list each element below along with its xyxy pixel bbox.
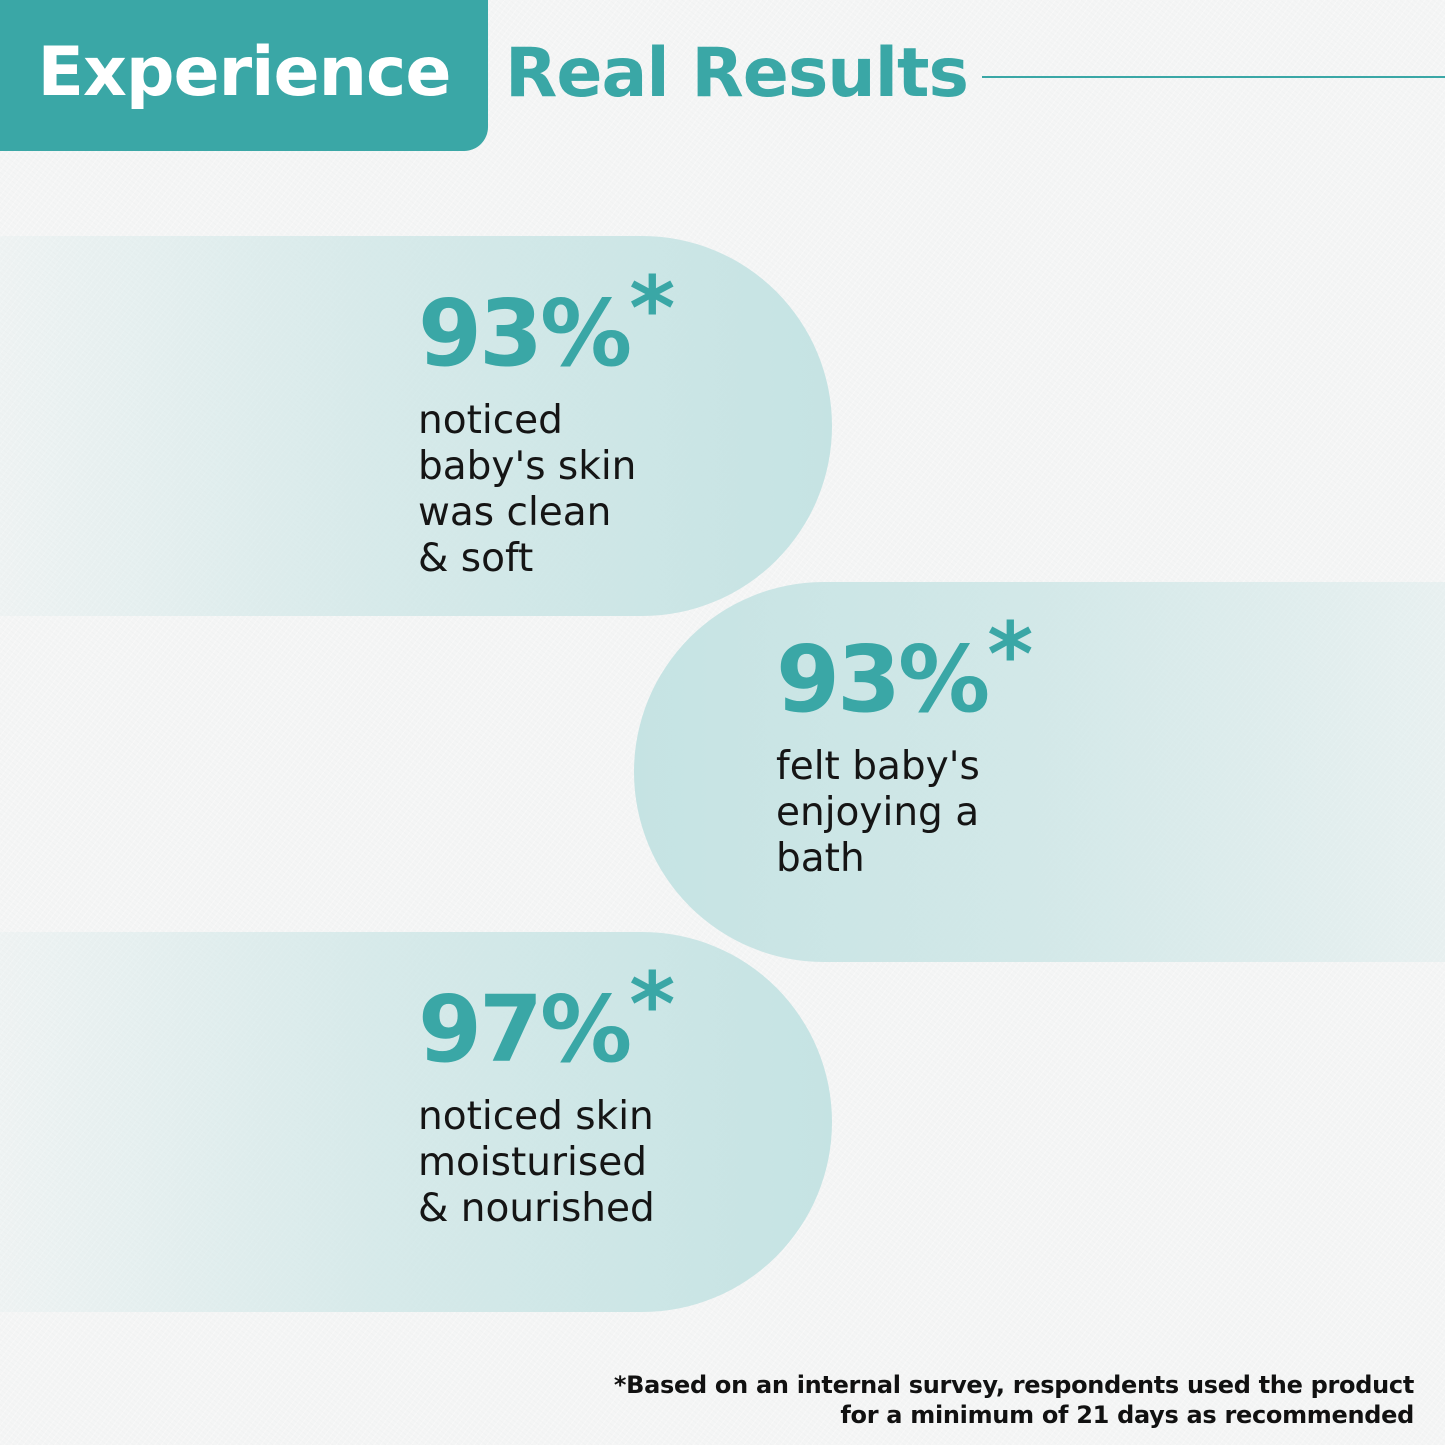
stat-pill-2: [634, 582, 1445, 962]
asterisk-marker: *: [987, 603, 1034, 706]
survey-footnote: *Based on an internal survey, respondent…: [614, 1370, 1414, 1430]
footnote-line-1: *Based on an internal survey, respondent…: [613, 1371, 1414, 1399]
stat-percentage: 93%: [418, 280, 632, 387]
page-title: Real Results: [505, 34, 969, 113]
stat-pill-1: [0, 236, 832, 616]
header-tab-label: Experience: [37, 32, 452, 112]
stat-description: noticed baby's skin was clean & soft: [418, 398, 637, 581]
stat-percentage: 93%: [776, 626, 990, 733]
header-divider: [982, 76, 1445, 78]
header-tab: Experience: [0, 0, 488, 151]
stat-percentage: 97%: [418, 976, 632, 1083]
stat-value: 93%*: [776, 611, 1033, 726]
stat-value: 93%*: [418, 265, 675, 380]
asterisk-marker: *: [629, 257, 676, 360]
stat-card-3: 97%* noticed skin moisturised & nourishe…: [418, 961, 675, 1232]
asterisk-marker: *: [629, 953, 676, 1056]
stat-card-1: 93%* noticed baby's skin was clean & sof…: [418, 265, 675, 582]
stat-card-2: 93%* felt baby's enjoying a bath: [776, 611, 1033, 882]
stat-value: 97%*: [418, 961, 675, 1076]
stat-description: felt baby's enjoying a bath: [776, 744, 980, 881]
stat-description: noticed skin moisturised & nourished: [418, 1094, 655, 1231]
stat-pill-3: [0, 932, 832, 1312]
footnote-line-2: for a minimum of 21 days as recommended: [840, 1401, 1414, 1429]
